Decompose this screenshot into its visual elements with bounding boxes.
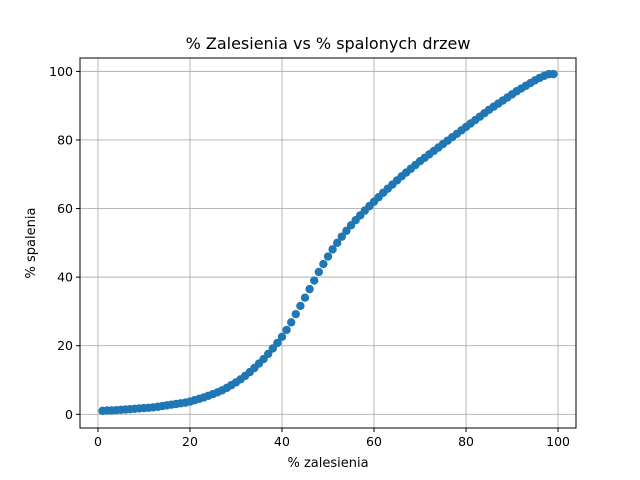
data-point xyxy=(342,226,351,236)
grid-layer xyxy=(80,58,576,428)
y-tick-label: 60 xyxy=(57,201,73,216)
plot-frame xyxy=(79,57,577,429)
y-tick-label: 80 xyxy=(57,132,73,147)
x-tick-label: 0 xyxy=(94,434,102,449)
data-point xyxy=(305,284,314,294)
x-tick-label: 40 xyxy=(274,434,290,449)
data-point xyxy=(337,232,347,241)
data-point xyxy=(263,349,273,359)
x-tick-label: 60 xyxy=(366,434,382,449)
x-tick-label: 20 xyxy=(182,434,198,449)
data-points xyxy=(98,69,558,416)
data-point xyxy=(549,69,558,79)
y-axis-label: % spalenia xyxy=(24,208,39,279)
data-point xyxy=(309,276,319,285)
data-point xyxy=(333,238,342,248)
axis-ticks: 0 20 40 60 80 100 0 20 40 60 80 100 xyxy=(49,64,570,449)
data-point xyxy=(296,301,305,311)
data-point xyxy=(291,309,300,319)
x-tick-label: 100 xyxy=(546,434,570,449)
data-point xyxy=(314,267,323,277)
data-point xyxy=(268,344,277,353)
chart-title: % Zalesienia vs % spalonych drzew xyxy=(186,34,471,53)
data-point xyxy=(277,332,287,341)
x-axis-label: % zalesienia xyxy=(287,456,368,471)
data-point xyxy=(328,245,337,254)
data-point xyxy=(319,259,328,269)
y-tick-label: 40 xyxy=(57,270,73,285)
data-point xyxy=(323,252,333,261)
y-tick-label: 100 xyxy=(49,64,73,79)
data-point xyxy=(273,338,282,348)
y-tick-label: 20 xyxy=(57,338,73,353)
data-point xyxy=(300,293,310,302)
data-point xyxy=(286,318,296,327)
y-tick-label: 0 xyxy=(65,407,73,422)
data-point xyxy=(282,325,291,335)
x-tick-label: 80 xyxy=(458,434,474,449)
